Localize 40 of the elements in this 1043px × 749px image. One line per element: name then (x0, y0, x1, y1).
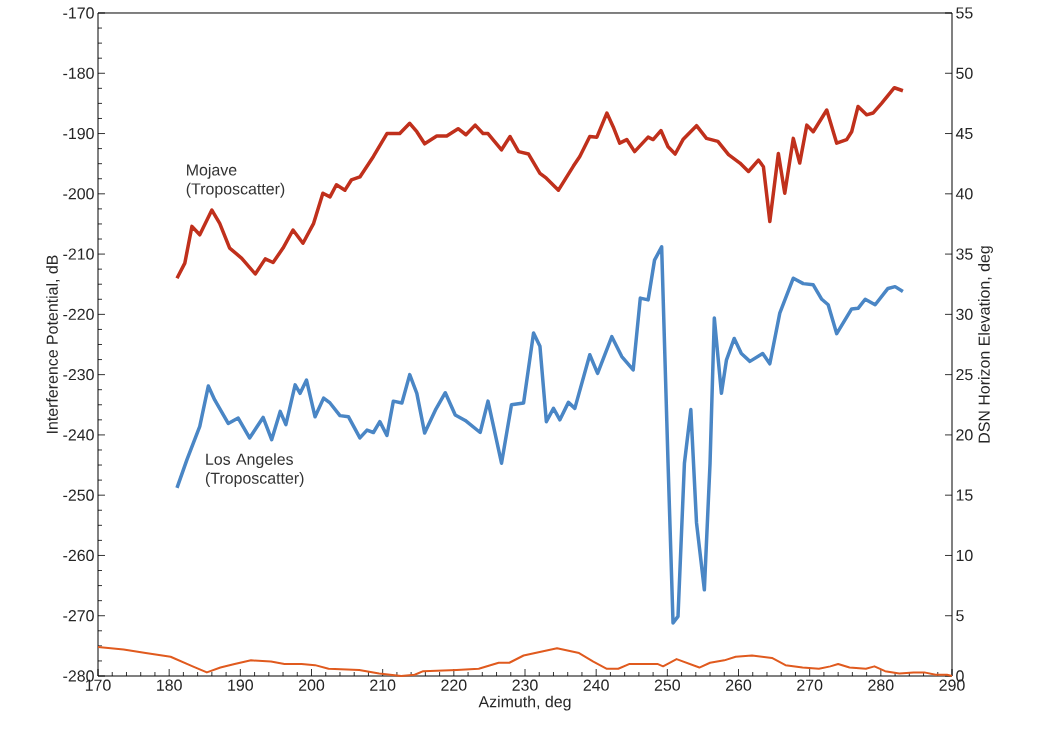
y2-tick-label: 55 (956, 7, 973, 19)
series-label: Mojave (Troposcatter) (186, 163, 285, 198)
y-tick-label: -260 (63, 549, 94, 562)
y2-tick-label: 50 (956, 67, 973, 79)
y-tick-label: -250 (63, 489, 94, 501)
x-tick-label: 190 (228, 679, 253, 691)
y-tick-label: -170 (63, 7, 94, 19)
series-label: Los Angeles (Troposcatter) (205, 453, 304, 487)
y-tick-label: -190 (63, 127, 94, 140)
y2-tick-label: 45 (955, 127, 973, 140)
x-tick-label: 270 (797, 679, 823, 691)
x-tick-label: 180 (157, 679, 182, 691)
y-tick-label: -210 (63, 248, 94, 260)
y-tick-label: -270 (63, 610, 94, 622)
x-tick-label: 220 (441, 679, 467, 691)
y2-tick-label: 30 (956, 308, 973, 321)
x-tick-label: 250 (654, 679, 680, 691)
x-tick-label: 230 (512, 679, 538, 691)
x-tick-label: 210 (370, 679, 396, 691)
x-tick-label: 240 (583, 679, 609, 691)
y2-tick-label: 5 (956, 610, 964, 622)
y-axis-title: Interference Potential, dB (46, 255, 60, 433)
y2-tick-label: 15 (956, 489, 973, 501)
y-tick-label: -220 (63, 308, 94, 320)
y-tick-label: -240 (63, 429, 94, 441)
line-series (175, 245, 905, 625)
y2-tick-label: 10 (956, 549, 973, 562)
line-series (175, 85, 905, 280)
y2-tick-label: 40 (955, 188, 973, 200)
y-tick-label: -180 (63, 67, 94, 79)
x-tick-label: 260 (726, 679, 752, 691)
y-tick-label: -200 (63, 188, 94, 200)
x-tick-label: 200 (299, 679, 325, 691)
y-tick-label: -230 (63, 368, 94, 381)
x-tick-label: 280 (868, 679, 894, 691)
y2-tick-label: 25 (956, 369, 973, 381)
y2-tick-label: 20 (956, 429, 973, 441)
x-axis-title: Azimuth, deg (478, 695, 571, 711)
y2-axis-title: DSN Horizon Elevation, deg (978, 246, 993, 443)
y2-tick-label: 35 (956, 248, 973, 260)
